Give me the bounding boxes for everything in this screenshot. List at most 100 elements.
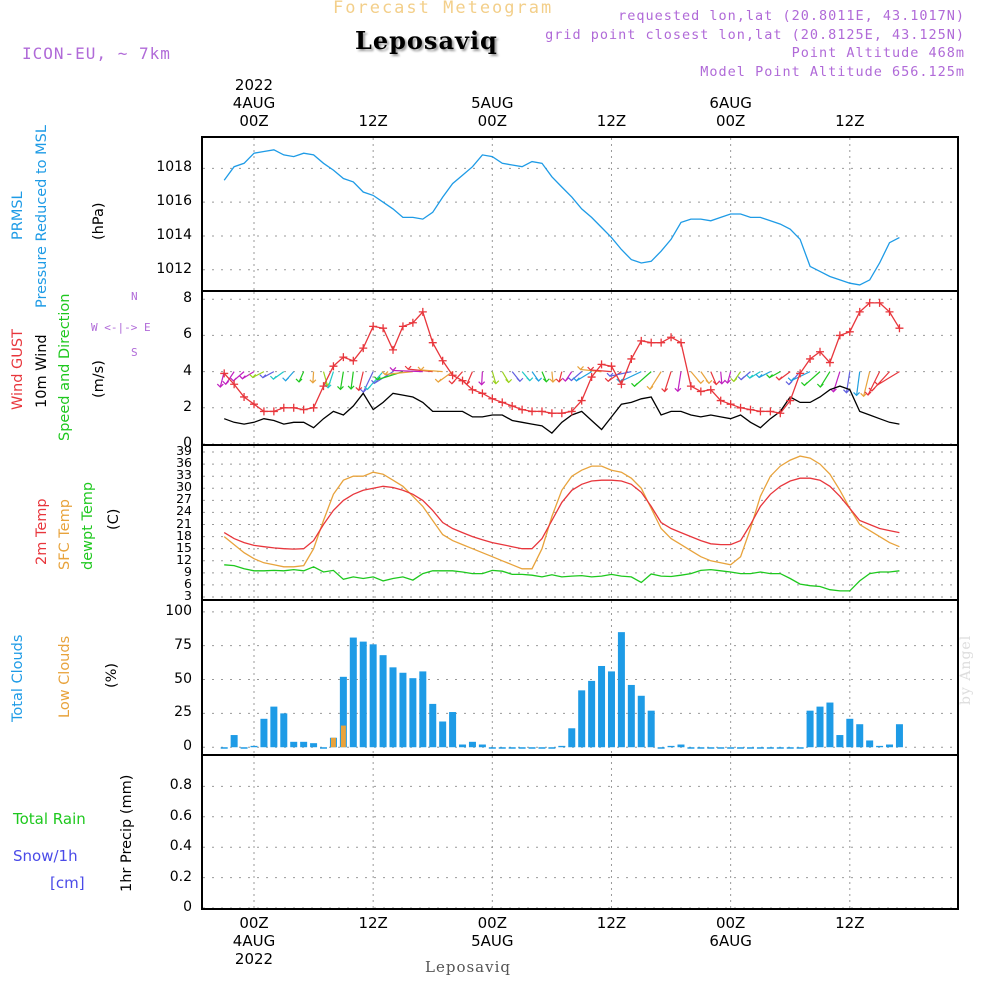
total-cloud-bar [320,747,328,749]
top-time-label: 12Z [835,112,865,130]
gust-line-point [855,307,864,316]
gust-line-point [627,354,636,363]
low-cloud-bar [330,737,336,748]
wind-arrow [855,371,861,396]
wind-arrow [710,371,717,385]
total-cloud-bar [826,702,834,748]
total-cloud-bar [588,680,596,748]
station-footer: Leposaviq [425,958,511,976]
wind-arrow [609,371,632,377]
gust-line-point [806,354,815,363]
wind-arrow [219,371,225,388]
wind-label-c: Speed and Direction [57,293,73,441]
gust-line [223,302,900,414]
wind-arrowhead [631,382,638,388]
y-tick-label: 12 [176,551,192,567]
wind-arrowhead [238,375,246,380]
wind-arrow [392,369,423,373]
wind-arrow [863,371,871,397]
wind-arrowhead [359,388,367,394]
y-tick-label: 0.6 [169,807,192,824]
total-cloud-bar [876,745,884,748]
total-cloud-bar [617,632,625,748]
total-cloud-bar [687,747,695,749]
pressure-panel [201,136,959,292]
total-cloud-bar [895,724,903,748]
wind-arrowhead [864,391,872,396]
total-cloud-bar [468,741,476,748]
wind-arrow [466,371,474,385]
compass-south: S [131,346,138,359]
wind-arrowhead [216,383,224,388]
wind-arrowhead [674,387,682,393]
wind-arrowhead [229,377,237,382]
gust-line-point [557,409,566,418]
gust-line-point [845,327,854,336]
wind-arrowhead [785,381,793,386]
total-cloud-bar [697,747,705,749]
wind-label-b: 10m Wind [34,334,50,408]
gust-line-point [438,356,447,365]
y-tick-label: 0.8 [169,777,192,794]
wind-arrowhead [787,377,795,382]
wind-label-a: Wind GUST [10,329,26,410]
wind-arrow [677,371,682,392]
gust-line-point [468,385,477,394]
temp-label-b: SFC Temp [57,499,73,570]
wind-arrowhead [724,379,731,384]
total-cloud-bar [230,735,238,748]
wind-arrowhead [282,377,290,382]
gust-line-point [686,382,695,391]
wind-arrow [726,371,732,384]
gust-line-point [816,347,825,356]
gust-line-point [448,371,457,380]
gust-line-point [369,322,378,331]
cloud-label-a: Total Clouds [10,634,26,722]
cloud-chart [203,601,957,754]
gust-line-point [498,398,507,407]
wind-arrowhead [249,374,257,379]
total-cloud-bar [459,744,467,748]
gust-line-point [796,369,805,378]
total-cloud-bar [707,747,715,749]
wind-arrow [649,371,662,390]
wind-arrow [312,371,315,383]
y-tick-label: 50 [174,670,192,687]
total-cloud-bar [677,744,685,748]
gust-line-point [319,382,328,391]
cloud-panel [201,599,959,756]
wind-arrowhead [755,374,763,379]
total-cloud-bar [607,671,615,748]
gust-line-point [359,344,368,353]
bottom-time-label: 00Z 6AUG [709,914,752,950]
y-tick-label: 21 [176,515,192,531]
gust-line-point [835,331,844,340]
y-tick-label: 24 [176,503,192,519]
wind-arrowhead [561,377,569,382]
low-cloud-bar [340,725,346,748]
total-cloud-bar [260,718,268,748]
prmsl-line [223,149,900,286]
wind-arrow [420,369,443,373]
wind-arrowhead [604,377,612,383]
snow-label: Snow/1h [13,847,78,865]
wind-arrow [481,371,483,385]
total-cloud-bar [379,655,387,748]
wind-arrowhead [355,386,363,392]
wind-arrow [871,371,890,392]
gust-line-point [726,400,735,409]
wind-arrowhead [874,381,882,386]
total-cloud-bar [389,667,397,748]
total-cloud-bar [280,713,288,748]
bottom-time-label: 12Z [596,914,627,932]
gust-line-point [567,407,576,416]
wind-panel [201,290,959,446]
y-tick-label: 15 [176,539,192,555]
wind-arrowhead [816,383,824,388]
total-cloud-bar [856,724,864,748]
bottom-time-label: 00Z 4AUG 2022 [232,914,276,968]
wind-arrowhead [730,377,738,383]
wind-arrowhead [505,378,513,384]
gust-line-point [776,409,785,418]
watermark: by Angel [958,634,974,705]
